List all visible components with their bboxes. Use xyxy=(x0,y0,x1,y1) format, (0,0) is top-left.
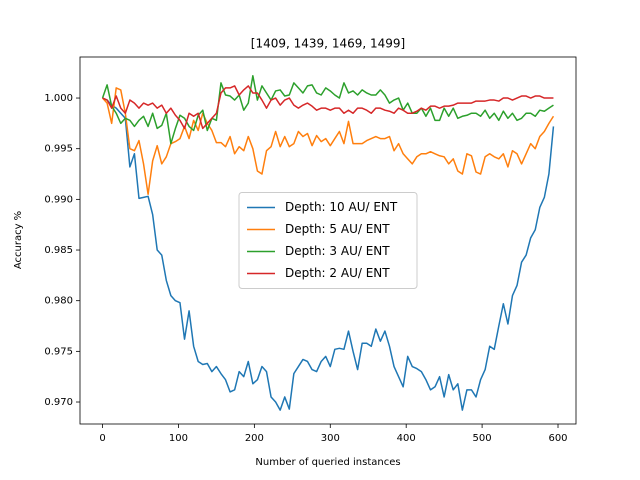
x-tick-label: 500 xyxy=(473,433,492,444)
series-line xyxy=(102,85,554,130)
x-axis-label: Number of queried instances xyxy=(255,457,400,468)
y-axis-label: Accuracy % xyxy=(13,211,24,269)
y-tick-label: 1.000 xyxy=(44,93,73,104)
series-line xyxy=(102,97,555,411)
legend-label: Depth: 3 AU/ ENT xyxy=(285,244,390,258)
series-line xyxy=(101,75,554,145)
plot-frame xyxy=(79,56,577,425)
y-tick-label: 0.995 xyxy=(44,144,73,155)
x-tick-label: 300 xyxy=(321,433,340,444)
x-tick-label: 600 xyxy=(548,433,567,444)
legend-label: Depth: 2 AU/ ENT xyxy=(285,266,390,280)
chart-title: [1409, 1439, 1469, 1499] xyxy=(251,37,405,51)
series-line xyxy=(101,87,555,196)
x-tick-label: 200 xyxy=(245,433,264,444)
x-tick-label: 0 xyxy=(99,433,105,444)
y-tick-label: 0.980 xyxy=(44,296,73,307)
x-tick-label: 100 xyxy=(169,433,188,444)
legend: Depth: 10 AU/ ENT Depth: 5 AU/ ENT Depth: … xyxy=(238,192,418,289)
legend-box xyxy=(238,192,418,289)
y-tick-label: 0.970 xyxy=(44,397,73,408)
x-tick-label: 400 xyxy=(397,433,416,444)
y-tick-label: 0.985 xyxy=(44,245,73,256)
y-tick-label: 0.975 xyxy=(44,346,73,357)
y-tick-label: 0.990 xyxy=(44,194,73,205)
legend-label: Depth: 5 AU/ ENT xyxy=(285,222,390,236)
legend-label: Depth: 10 AU/ ENT xyxy=(285,200,398,214)
